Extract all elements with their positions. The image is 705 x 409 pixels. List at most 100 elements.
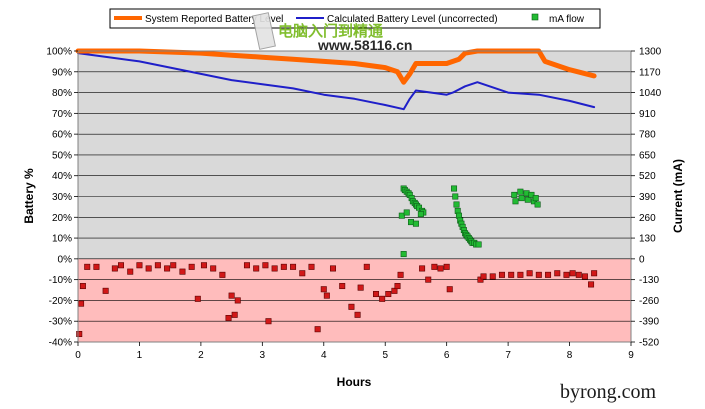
right-tick-label: 1040 — [639, 88, 662, 99]
watermark-site-url: www.58116.cn — [317, 37, 412, 53]
mA-point — [102, 287, 109, 294]
mA-point — [339, 283, 346, 290]
mA-point — [280, 263, 287, 270]
mA-point — [299, 270, 306, 277]
mA-point — [397, 271, 404, 278]
mA-point — [84, 263, 91, 270]
mA-point — [528, 191, 535, 198]
mA-point — [357, 284, 364, 291]
mA-point — [194, 295, 201, 302]
x-tick-label: 5 — [382, 350, 388, 361]
x-tick-label: 9 — [628, 350, 634, 361]
mA-point — [451, 185, 458, 192]
mA-flow-scatter — [76, 185, 598, 338]
mA-point — [136, 262, 143, 269]
mA-point — [271, 265, 278, 272]
left-tick-label: -40% — [49, 338, 72, 349]
mA-point — [588, 281, 595, 288]
mA-point — [526, 270, 533, 277]
mA-point — [118, 262, 125, 269]
mA-point — [575, 271, 582, 278]
left-tick-label: 60% — [52, 130, 72, 141]
mA-point — [480, 273, 487, 280]
x-tick-label: 6 — [444, 350, 450, 361]
mA-point — [164, 265, 171, 272]
calculated-battery-line — [77, 52, 596, 111]
mA-point — [228, 292, 235, 299]
mA-point — [563, 271, 570, 278]
mA-point — [453, 201, 460, 208]
right-tick-label: 650 — [639, 150, 656, 161]
legend-label-calculated: Calculated Battery Level (uncorrected) — [327, 14, 498, 25]
mA-point — [170, 262, 177, 269]
mA-point — [512, 198, 519, 205]
x-tick-label: 2 — [198, 350, 204, 361]
x-axis-ticks: 0 1 2 3 4 5 6 7 8 9 — [75, 342, 634, 361]
left-tick-label: 0% — [58, 254, 73, 265]
mA-point — [265, 318, 272, 325]
left-tick-label: 30% — [52, 192, 72, 203]
mA-point — [78, 300, 85, 307]
mA-point — [446, 286, 453, 293]
mA-point — [231, 311, 238, 318]
mA-point — [532, 195, 539, 202]
left-tick-label: 50% — [52, 150, 72, 161]
mA-point — [452, 193, 459, 200]
mA-point — [323, 292, 330, 299]
x-tick-label: 0 — [75, 350, 81, 361]
left-tick-label: -10% — [49, 275, 72, 286]
mA-point — [498, 271, 505, 278]
mA-point — [523, 190, 530, 197]
mA-point — [416, 204, 423, 211]
mA-point — [477, 276, 484, 283]
mA-point — [262, 262, 269, 269]
mA-point — [79, 283, 86, 290]
legend-box — [109, 8, 601, 29]
mA-point — [111, 265, 118, 272]
mA-point — [581, 273, 588, 280]
right-tick-label: -260 — [639, 296, 659, 307]
mA-point — [569, 270, 576, 277]
mA-point — [234, 297, 241, 304]
mA-point — [314, 326, 321, 333]
mA-point — [517, 188, 524, 195]
right-tick-label: 780 — [639, 130, 656, 141]
mA-point — [363, 263, 370, 270]
mA-point — [517, 271, 524, 278]
legend-label-mA: mA flow — [549, 14, 585, 25]
left-tick-label: 90% — [52, 67, 72, 78]
mA-point — [398, 212, 405, 219]
left-tick-label: 40% — [52, 171, 72, 182]
mA-point — [545, 271, 552, 278]
mA-point — [354, 311, 361, 318]
mA-point — [431, 263, 438, 270]
mA-point — [320, 286, 327, 293]
mA-point — [417, 211, 424, 218]
x-tick-label: 3 — [260, 350, 266, 361]
mA-point — [219, 271, 226, 278]
watermark-logo-mark — [252, 12, 276, 50]
left-axis-label: Battery % — [22, 168, 36, 224]
mA-point — [93, 263, 100, 270]
x-tick-label: 7 — [505, 350, 511, 361]
mA-point — [379, 295, 386, 302]
mA-point — [475, 241, 482, 248]
mA-point — [554, 270, 561, 277]
legend: System Reported Battery Level Calculated… — [109, 8, 601, 29]
mA-point — [419, 265, 426, 272]
left-tick-label: 20% — [52, 213, 72, 224]
mA-point — [534, 201, 541, 208]
mA-point — [394, 283, 401, 290]
legend-label-reported: System Reported Battery Level — [145, 14, 283, 25]
left-tick-label: -20% — [49, 296, 72, 307]
right-tick-label: 130 — [639, 234, 656, 245]
mA-point — [425, 276, 432, 283]
mA-point — [518, 195, 525, 202]
x-tick-label: 4 — [321, 350, 327, 361]
right-tick-label: 520 — [639, 171, 656, 182]
right-tick-label: 1170 — [639, 67, 661, 78]
site-watermark: 电脑入门到精通 www.58116.cn — [252, 12, 412, 53]
right-axis-label: Current (mA) — [671, 159, 685, 233]
mA-point — [535, 271, 542, 278]
